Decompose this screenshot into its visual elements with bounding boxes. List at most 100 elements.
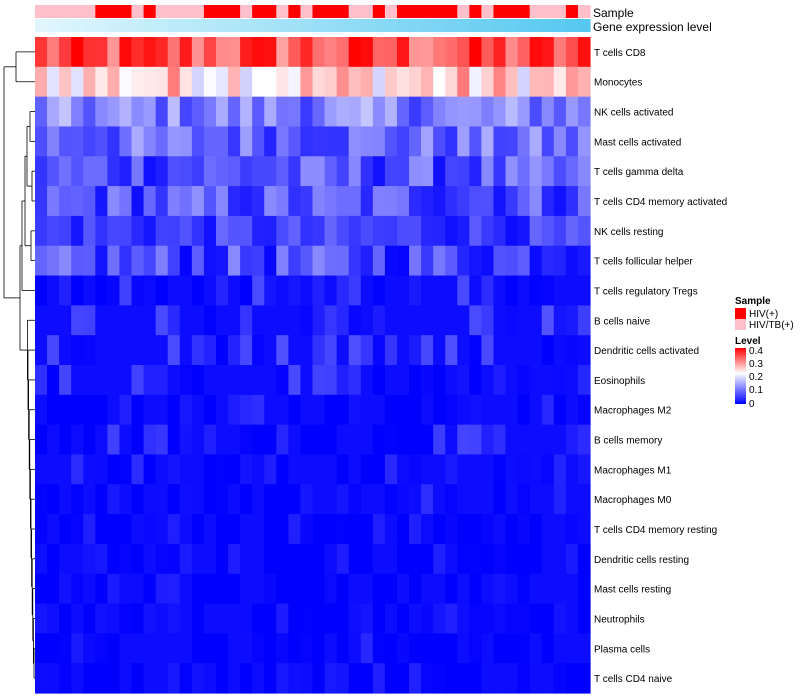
heatmap-cell xyxy=(240,66,253,98)
heatmap-cell xyxy=(505,37,519,68)
heatmap-cell xyxy=(252,365,265,396)
heatmap-cell xyxy=(517,514,531,545)
heatmap-cell xyxy=(469,514,483,545)
heatmap-cell xyxy=(35,215,48,247)
heatmap-cell xyxy=(59,484,72,515)
heatmap-cell xyxy=(83,365,96,396)
heatmap-cell xyxy=(505,275,519,306)
heatmap-cell xyxy=(372,573,386,605)
heatmap-cell xyxy=(409,96,422,128)
heatmap-cell xyxy=(143,215,157,247)
heatmap-cell xyxy=(252,335,265,366)
heatmap-cell xyxy=(155,245,169,277)
heatmap-cell xyxy=(35,245,48,277)
heatmap-cell xyxy=(215,365,229,396)
heatmap-cell xyxy=(240,573,253,605)
heatmap-cell xyxy=(215,543,229,575)
heatmap-cell xyxy=(203,275,217,306)
expression-annotation-cell xyxy=(541,19,555,32)
expression-annotation-cell xyxy=(336,19,350,32)
heatmap-cell xyxy=(276,454,289,485)
heatmap-cell xyxy=(445,335,458,366)
heatmap-cell xyxy=(517,37,531,68)
row-label: T cells CD4 memory activated xyxy=(594,197,727,208)
heatmap-cell xyxy=(131,663,145,694)
heatmap-cell xyxy=(215,305,229,336)
sample-legend-title: Sample xyxy=(735,296,771,307)
heatmap-cell xyxy=(300,663,314,694)
heatmap-cell xyxy=(35,305,48,336)
heatmap-cell xyxy=(457,633,470,664)
heatmap-cell xyxy=(529,365,543,396)
heatmap-cell xyxy=(505,424,519,456)
heatmap-cell xyxy=(493,543,507,575)
heatmap-cell xyxy=(409,514,422,545)
heatmap-cell xyxy=(71,394,84,426)
heatmap-cell xyxy=(71,514,84,545)
heatmap-cell xyxy=(493,514,507,545)
heatmap-cell xyxy=(312,335,326,366)
heatmap-cell xyxy=(59,603,72,634)
heatmap-cell xyxy=(71,484,84,515)
heatmap-cell xyxy=(312,126,326,157)
heatmap-cell xyxy=(143,37,157,68)
heatmap-cell xyxy=(191,96,205,128)
heatmap-cell xyxy=(409,37,422,68)
heatmap-cell xyxy=(529,633,543,664)
heatmap-cell xyxy=(577,603,591,634)
heatmap-cell xyxy=(264,573,277,605)
heatmap-cell xyxy=(119,96,133,128)
heatmap-cell xyxy=(493,424,507,456)
heatmap-cell xyxy=(47,96,60,128)
heatmap-cell xyxy=(240,215,253,247)
heatmap-cell xyxy=(348,365,362,396)
heatmap-cell xyxy=(155,215,169,247)
heatmap-cell xyxy=(228,305,241,336)
heatmap-cell xyxy=(396,305,410,336)
heatmap-cell xyxy=(384,484,398,515)
heatmap-cell xyxy=(372,484,386,515)
heatmap-cell xyxy=(348,514,362,545)
heatmap-cell xyxy=(288,37,302,68)
heatmap-cell xyxy=(179,66,193,98)
heatmap-cell xyxy=(457,514,470,545)
sample-annotation-cell xyxy=(155,5,169,18)
heatmap-cell xyxy=(324,365,338,396)
level-tick-0-2: 0.2 xyxy=(749,372,763,383)
heatmap-cell xyxy=(348,454,362,485)
heatmap-cell xyxy=(553,215,567,247)
heatmap-cell xyxy=(119,245,133,277)
row-label: T cells follicular helper xyxy=(594,257,693,268)
heatmap-cell xyxy=(276,424,289,456)
heatmap-cell xyxy=(577,66,591,98)
heatmap-cell xyxy=(47,663,60,694)
heatmap-cell xyxy=(264,215,277,247)
heatmap-cell xyxy=(433,603,446,634)
heatmap-cell xyxy=(517,543,531,575)
heatmap-cell xyxy=(541,156,555,187)
heatmap-cell xyxy=(35,365,48,396)
heatmap-cell xyxy=(215,633,229,664)
heatmap-cell xyxy=(300,96,314,128)
heatmap-cell xyxy=(336,454,350,485)
heatmap-cell xyxy=(228,126,241,157)
heatmap-cell xyxy=(360,335,374,366)
heatmap-cell xyxy=(107,215,121,247)
heatmap-cell xyxy=(288,305,302,336)
row-label: T cells CD4 naive xyxy=(594,674,673,685)
heatmap-cell xyxy=(445,365,458,396)
heatmap-cell xyxy=(47,245,60,277)
expression-annotation-cell xyxy=(47,19,60,32)
heatmap-cell xyxy=(553,275,567,306)
heatmap-cell xyxy=(372,394,386,426)
heatmap-cell xyxy=(155,543,169,575)
heatmap-cell xyxy=(469,603,483,634)
heatmap-cell xyxy=(35,603,48,634)
heatmap-cell xyxy=(312,663,326,694)
heatmap-cell xyxy=(131,215,145,247)
sample-annotation-cell xyxy=(360,5,374,18)
sample-annotation-cell xyxy=(288,5,302,18)
heatmap-cell xyxy=(240,245,253,277)
heatmap-cell xyxy=(517,454,531,485)
expression-annotation-cell xyxy=(505,19,519,32)
